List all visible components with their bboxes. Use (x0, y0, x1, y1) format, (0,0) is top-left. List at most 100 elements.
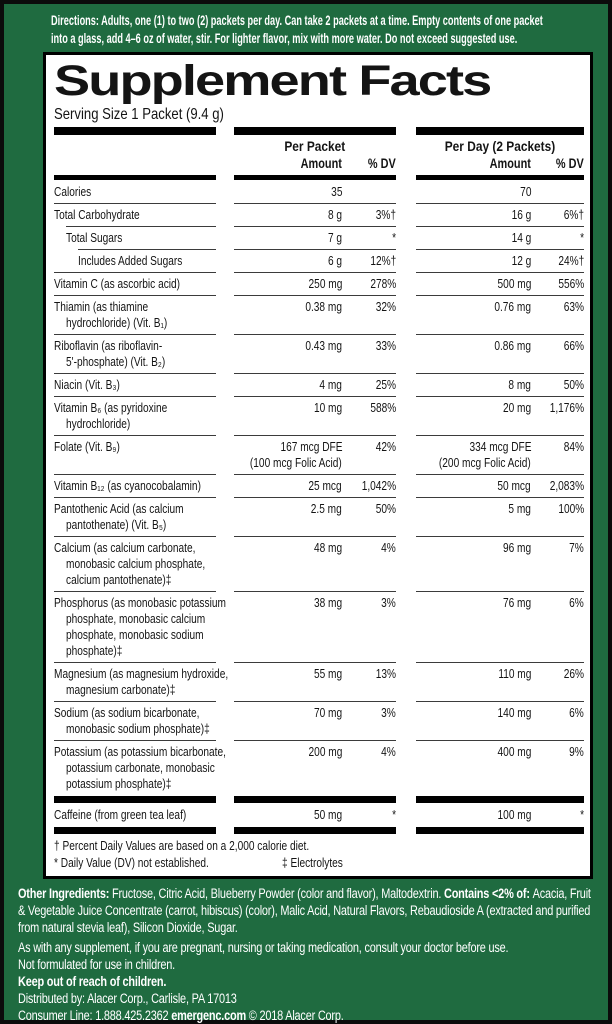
bottom-line: Not formulated for use in children. (18, 957, 176, 972)
amount-value: 334 mcg DFE (416, 439, 531, 455)
dv-value-text: 9% (569, 744, 584, 759)
amount-value: 5 mg (416, 501, 531, 517)
per-packet-dv: 33% (342, 338, 396, 354)
nutrient-label-line-text: Potassium (as potassium bicarbonate, (54, 744, 226, 759)
per-packet-cell: 6 g 12%† (234, 249, 396, 272)
nutrient-label-line: Pantothenic Acid (as calcium (54, 501, 216, 517)
dv-value-text: 25% (375, 377, 396, 392)
nutrient-label-line: Riboflavin (as riboflavin- (54, 338, 216, 354)
amount-value-text: (200 mcg Folic Acid) (439, 455, 531, 470)
dv-value-text: 50% (563, 377, 584, 392)
nutrient-label: Magnesium (as magnesium hydroxide, magnes… (54, 662, 228, 701)
directions-heading: Directions: (51, 13, 99, 28)
per-packet-amount: 0.38 mg (234, 299, 342, 315)
nutrient-row: Niacin (Vit. B₃) 4 mg 25% 8 mg 50% (54, 373, 584, 396)
per-packet-cell: 4 mg 25% (234, 373, 396, 396)
header-bar (54, 127, 216, 135)
divider-bar-row (54, 796, 584, 803)
nutrient-label: Includes Added Sugars (78, 249, 216, 272)
per-day-amount: 400 mg (416, 744, 531, 760)
nutrient-label-line: Calories (54, 184, 216, 200)
dv-value: 24%† (531, 253, 584, 269)
dv-value-text: 3%† (375, 207, 396, 222)
dv-value-text: 84% (563, 439, 584, 454)
amount-value-text: 0.43 mg (305, 338, 342, 353)
amount-value: 14 g (416, 230, 531, 246)
dv-value: 84% (531, 439, 584, 455)
per-packet-cell: 10 mg 588% (234, 396, 396, 435)
nutrient-label-line: phosphate, monobasic calcium (54, 611, 216, 627)
per-day-cell: 70 (416, 181, 584, 203)
per-packet-amount: 10 mg (234, 400, 342, 416)
per-packet-amount: 250 mg (234, 276, 342, 292)
amount-value: 167 mcg DFE (234, 439, 342, 455)
dv-value: 3% (342, 595, 396, 611)
header-bar (234, 127, 396, 135)
nutrient-label-line-text: Vitamin B₁₂ (as cyanocobalamin) (54, 478, 201, 493)
per-day-cell: 16 g 6%† (416, 203, 584, 226)
per-day-dv: 9% (531, 744, 584, 760)
dv-value-text: * (580, 230, 584, 245)
per-day-amount: 14 g (416, 230, 531, 246)
dv-value: 33% (342, 338, 396, 354)
per-day-dv: 63% (531, 299, 584, 315)
per-packet-dv: * (342, 230, 396, 246)
nutrient-label: Calcium (as calcium carbonate, monobasic … (54, 536, 216, 591)
directions-line2: into a glass, add 4–6 oz of water, stir.… (51, 31, 518, 46)
nutrient-label: Caffeine (from green tea leaf) (54, 804, 216, 826)
nutrient-row: Vitamin B₆ (as pyridoxine hydrochloride) 1… (54, 396, 584, 435)
per-packet-amount: 0.43 mg (234, 338, 342, 354)
nutrient-label-line-text: Niacin (Vit. B₃) (54, 377, 120, 392)
dv-value: 12%† (342, 253, 396, 269)
per-day-amount: 140 mg (416, 705, 531, 721)
dv-value: 50% (342, 501, 396, 517)
amount-value-text: 100 mg (497, 807, 531, 822)
dv-value-text: 6% (569, 705, 584, 720)
amount-value: 76 mg (416, 595, 531, 611)
nutrient-label: Sodium (as sodium bicarbonate, monobasic … (54, 701, 216, 740)
nutrient-row: Calories 35 70 (54, 181, 584, 203)
dv-value-text: 556% (558, 276, 584, 291)
per-day-cell: 110 mg 26% (416, 662, 584, 701)
amount-value-text: 55 mg (313, 666, 342, 681)
per-day-cell: 12 g 24%† (416, 249, 584, 272)
nutrient-label: Folate (Vit. B₉) (54, 435, 216, 474)
amount-value: 35 (234, 184, 342, 200)
nutrient-label-line-text: pantothenate) (Vit. B₅) (66, 517, 167, 532)
per-packet-amount: 48 mg (234, 540, 342, 556)
nutrient-label: Riboflavin (as riboflavin- 5'-phosphate) … (54, 334, 216, 373)
dv-value: 4% (342, 540, 396, 556)
divider-bar (416, 827, 584, 834)
amount-value-text: 50 mcg (497, 478, 531, 493)
nutrient-label-line-text: monobasic sodium phosphate)‡ (66, 721, 210, 736)
nutrient-label-line: Total Carbohydrate (54, 207, 216, 223)
per-packet-dv: * (342, 807, 396, 823)
dv-value-text: 24%† (558, 253, 584, 268)
per-day-dv: 100% (531, 501, 584, 517)
nutrient-row: Caffeine (from green tea leaf) 50 mg * 100 … (54, 804, 584, 826)
per-packet-cell: 55 mg 13% (234, 662, 396, 701)
other-ingredients: Other Ingredients: Fructose, Citric Acid… (18, 885, 600, 936)
per-packet-dv: 42% (342, 439, 396, 455)
dv-value (531, 184, 584, 200)
nutrient-label-line: Total Sugars (66, 230, 216, 246)
per-day-dv: 1,176% (531, 400, 584, 416)
per-packet-dv: 1,042% (342, 478, 396, 494)
per-packet-amount: 38 mg (234, 595, 342, 611)
per-day-dv: 556% (531, 276, 584, 292)
dv-value: 7% (531, 540, 584, 556)
dv-value-text: 4% (381, 744, 396, 759)
amount-value-text: 110 mg (497, 666, 531, 681)
nutrient-label-line-text: hydrochloride) (66, 416, 131, 431)
per-day-amount: 96 mg (416, 540, 531, 556)
amount-value: 8 mg (416, 377, 531, 393)
bottom-info: Other Ingredients: Fructose, Citric Acid… (18, 885, 600, 1024)
per-day-cell: 76 mg 6% (416, 591, 584, 662)
dv-value: 588% (342, 400, 396, 416)
amount-value-text: 250 mg (308, 276, 342, 291)
amount-value: 4 mg (234, 377, 342, 393)
nutrient-label-line: magnesium carbonate)‡ (54, 682, 216, 698)
header-bar-row (54, 127, 584, 135)
dv-value: * (342, 807, 396, 823)
